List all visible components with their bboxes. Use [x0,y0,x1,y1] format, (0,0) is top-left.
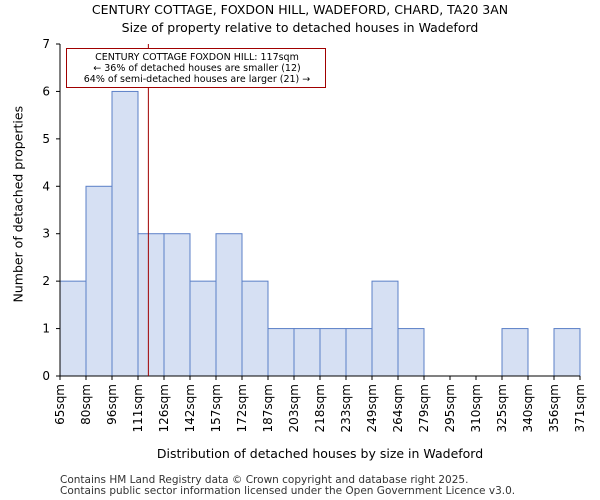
histogram-bar [59,280,87,377]
x-tick-label: 96sqm [105,384,119,425]
x-tick-label: 249sqm [365,384,379,432]
x-axis-label: Distribution of detached houses by size … [156,446,484,461]
histogram-bar [189,280,217,377]
histogram-bar [345,328,373,377]
footer-line-1: Contains HM Land Registry data © Crown c… [60,474,469,486]
y-tick-label: 7 [42,37,50,51]
y-tick-label: 3 [42,227,50,241]
x-tick-label: 142sqm [183,384,197,432]
histogram-bar [371,280,399,377]
x-tick-label: 126sqm [157,384,171,432]
histogram-bar [397,328,425,377]
x-tick-label: 295sqm [443,384,457,432]
x-tick-label: 325sqm [495,384,509,432]
histogram-bar [319,328,347,377]
histogram-bar [293,328,321,377]
x-tick-label: 371sqm [573,384,587,432]
x-tick-label: 187sqm [261,384,275,432]
y-axis-label: Number of detached properties [10,105,26,303]
annotation-line-3: 64% of semi-detached houses are larger (… [83,74,311,85]
y-tick-label: 4 [42,179,50,193]
x-tick-label: 233sqm [339,384,353,432]
x-tick-label: 218sqm [313,384,327,432]
histogram-bar [267,328,295,377]
x-tick-label: 111sqm [131,384,145,432]
y-tick-label: 1 [42,322,50,336]
x-tick-label: 310sqm [469,384,483,432]
chart-subtitle: Size of property relative to detached ho… [121,20,479,35]
annotation-line-1: CENTURY COTTAGE FOXDON HILL: 117sqm [95,52,299,63]
histogram-bar [215,233,243,377]
y-tick-label: 6 [42,84,50,98]
histogram-bar [111,90,139,377]
x-tick-label: 65sqm [53,384,67,425]
x-tick-label: 264sqm [391,384,405,432]
annotation-line-2: ← 36% of detached houses are smaller (12… [93,63,301,74]
y-tick-label: 5 [42,132,50,146]
x-tick-label: 356sqm [547,384,561,432]
y-tick-label: 2 [42,274,50,288]
histogram-bar [241,280,269,377]
x-tick-label: 340sqm [521,384,535,432]
histogram-bar [553,328,581,377]
annotation-box: CENTURY COTTAGE FOXDON HILL: 117sqm ← 36… [66,48,326,88]
histogram-bar [163,233,191,377]
x-tick-label: 80sqm [79,384,93,425]
x-tick-label: 203sqm [287,384,301,432]
chart-title: CENTURY COTTAGE, FOXDON HILL, WADEFORD, … [91,2,509,17]
histogram-bar [85,185,113,377]
x-tick-label: 172sqm [235,384,249,432]
y-tick-label: 0 [42,369,50,383]
x-tick-label: 157sqm [209,384,223,432]
histogram-bar [137,233,165,377]
histogram-bar [501,328,529,377]
footer-line-2: Contains public sector information licen… [60,485,516,497]
x-tick-label: 279sqm [417,384,431,432]
